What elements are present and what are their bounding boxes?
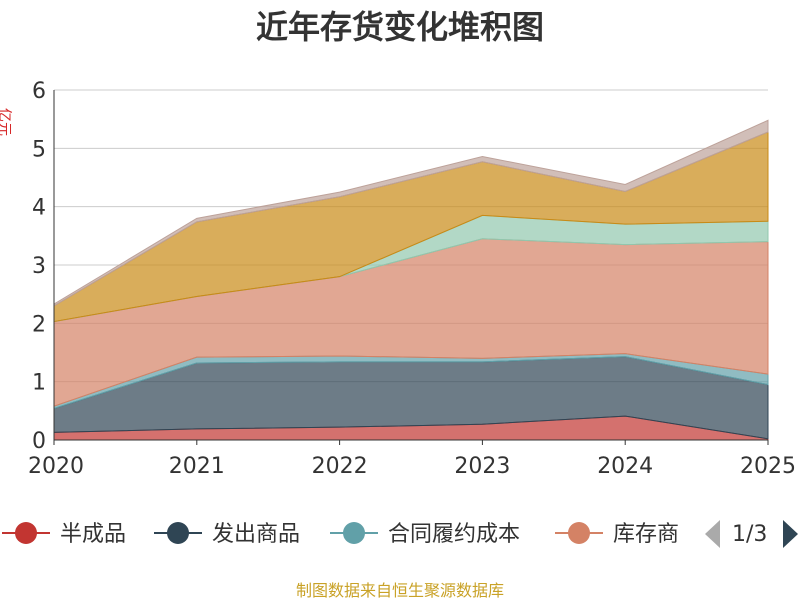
legend-label: 半成品 bbox=[60, 522, 126, 547]
legend-item-0[interactable]: 半成品 bbox=[2, 522, 126, 547]
x-tick-label: 2020 bbox=[28, 454, 84, 479]
legend-label: 合同履约成本 bbox=[388, 522, 520, 547]
y-tick-label: 0 bbox=[32, 429, 46, 454]
x-tick-label: 2022 bbox=[312, 454, 368, 479]
x-tick-labels: 2020 2021 2022 2023 2024 2025 bbox=[28, 440, 796, 479]
x-tick-label: 2024 bbox=[597, 454, 653, 479]
legend-label: 库存商 bbox=[613, 522, 679, 547]
y-tick-label: 4 bbox=[32, 196, 46, 221]
y-tick-label: 6 bbox=[32, 79, 46, 104]
legend-next-icon[interactable] bbox=[783, 520, 798, 548]
legend-marker-icon bbox=[343, 522, 365, 544]
legend-item-1[interactable]: 发出商品 bbox=[154, 522, 300, 547]
stacked-areas bbox=[53, 119, 769, 441]
legend-marker-icon bbox=[568, 522, 590, 544]
legend: 半成品 发出商品 合同履约成本 库存商 1/3 bbox=[2, 520, 798, 548]
x-tick-label: 2025 bbox=[740, 454, 796, 479]
y-tick-label: 3 bbox=[32, 254, 46, 279]
legend-item-3[interactable]: 库存商 bbox=[555, 522, 679, 547]
legend-page-indicator: 1/3 bbox=[732, 522, 767, 547]
area-series-6[interactable] bbox=[53, 119, 769, 307]
legend-marker-icon bbox=[15, 522, 37, 544]
y-tick-label: 5 bbox=[32, 137, 46, 162]
x-tick-label: 2021 bbox=[169, 454, 225, 479]
legend-item-2[interactable]: 合同履约成本 bbox=[330, 522, 520, 547]
legend-prev-icon[interactable] bbox=[705, 520, 720, 548]
y-tick-label: 2 bbox=[32, 312, 46, 337]
data-source-footer: 制图数据来自恒生聚源数据库 bbox=[296, 581, 504, 600]
legend-label: 发出商品 bbox=[212, 522, 300, 547]
axes bbox=[53, 90, 768, 441]
legend-marker-icon bbox=[167, 522, 189, 544]
y-tick-labels: 0 1 2 3 4 5 6 bbox=[32, 79, 46, 454]
chart-title: 近年存货变化堆积图 bbox=[256, 8, 544, 46]
x-tick-label: 2023 bbox=[454, 454, 510, 479]
y-tick-label: 1 bbox=[32, 371, 46, 396]
y-axis-label: 亿元 bbox=[0, 108, 12, 136]
